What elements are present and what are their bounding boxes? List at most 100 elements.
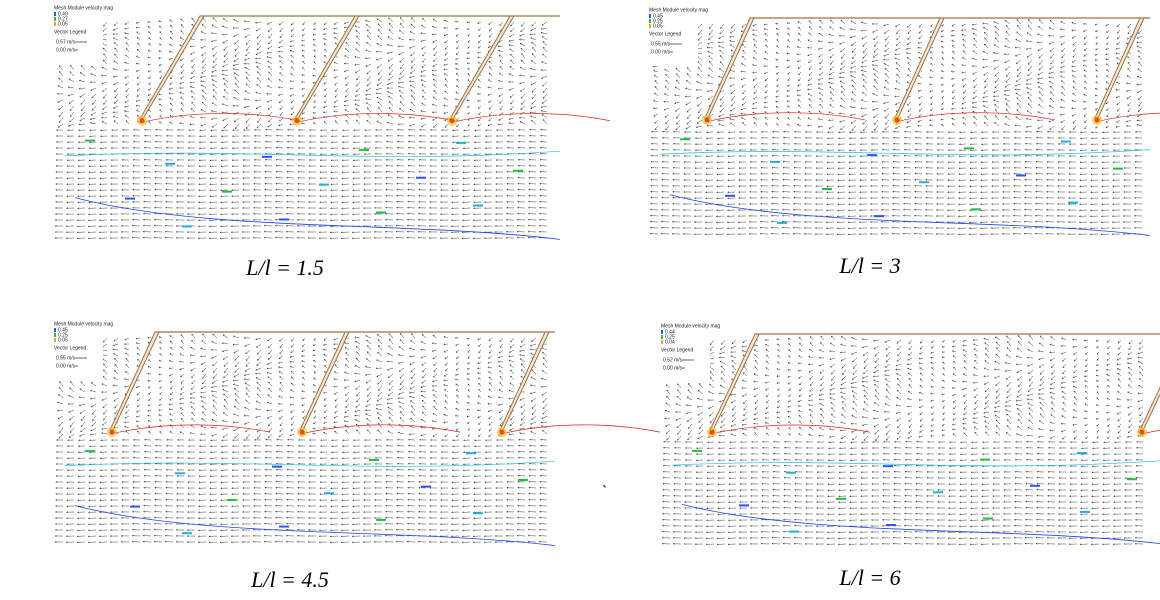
contour-label (770, 160, 780, 163)
vortex-spot (299, 429, 305, 435)
color-bar (661, 340, 663, 344)
legend-value: 0.45 (653, 13, 663, 19)
contour-label (786, 471, 796, 474)
contour-label (1113, 167, 1123, 170)
vector-min: 0.00 m/s (651, 49, 671, 55)
contour-label (883, 465, 893, 468)
vector-field (661, 335, 1144, 546)
contour-label (919, 181, 929, 184)
contour-label (130, 505, 140, 508)
contour-label (359, 148, 369, 151)
contour-label (692, 449, 702, 452)
contour-line (139, 113, 301, 124)
contour-label (125, 197, 135, 200)
caption: L/l = 6 (838, 565, 900, 590)
contour-label (822, 188, 832, 191)
contour-label (789, 530, 799, 533)
vector-field (54, 333, 548, 544)
contour-label (376, 211, 386, 214)
contour-line (894, 112, 1056, 123)
vector-legend-title: Vector Legend (649, 31, 681, 37)
contour-line (299, 424, 461, 435)
vortex-spot (709, 429, 715, 435)
contour-label (680, 138, 690, 141)
vector-legend-title: Vector Legend (54, 29, 86, 35)
vortex-spot (449, 118, 455, 124)
baffle-plate (299, 331, 350, 431)
contour-label (886, 524, 896, 527)
contour-line (681, 504, 1160, 545)
contour-line (659, 149, 1151, 156)
contour-label (165, 162, 175, 165)
contour-label (836, 497, 846, 500)
legend-value: 0.05 (58, 337, 68, 343)
contour-line (64, 150, 561, 157)
contour-label (456, 141, 466, 144)
vector-max: 0.55 m/s (56, 355, 76, 361)
contour-label (279, 525, 289, 528)
contour-label (1080, 510, 1090, 513)
contour-label (175, 472, 185, 475)
vortex-spot (1139, 429, 1145, 435)
color-bar (661, 335, 663, 339)
contour-label (376, 518, 386, 521)
caption: L/l = 3 (838, 253, 900, 278)
legend-value: 0.45 (58, 327, 68, 333)
vector-max: 0.55 m/s (651, 41, 671, 47)
contour-label (964, 147, 974, 150)
contour-line (294, 113, 456, 124)
color-bar (54, 333, 56, 337)
contour-label (473, 204, 483, 207)
color-bar (661, 330, 663, 334)
baffle-plate (449, 15, 515, 120)
contour-label (369, 458, 379, 461)
legend-value: 0.05 (653, 23, 663, 29)
caption: L/l = 1.5 (245, 255, 324, 280)
contour-label (262, 155, 272, 158)
contour-label (1016, 174, 1026, 177)
baffle-plate (1139, 386, 1160, 431)
baffle-plate (709, 333, 760, 431)
baffle-plate (139, 15, 205, 120)
legend-value: 0.25 (58, 332, 68, 338)
legend-value: 0.25 (653, 18, 663, 24)
contour-label (85, 450, 95, 453)
legend-box (660, 322, 710, 382)
baffle-plate (704, 17, 755, 119)
contour-label (421, 485, 431, 488)
contour-label (739, 504, 749, 507)
contour-label (1068, 201, 1078, 204)
color-bar (649, 24, 651, 28)
vector-legend-title: Vector Legend (54, 345, 86, 351)
contour-label (971, 208, 981, 211)
contour-label (513, 169, 523, 172)
legend-value: 0.49 (58, 11, 68, 17)
contour-line (671, 460, 1160, 467)
color-bar (54, 328, 56, 332)
contour-line (1094, 112, 1160, 123)
vector-legend-title: Vector Legend (661, 347, 693, 353)
legend-box (648, 6, 698, 66)
contour-label (518, 478, 528, 481)
contour-label (933, 491, 943, 494)
baffle-plate (109, 331, 160, 431)
legend-title: Mesh Module velocity mag (54, 321, 113, 327)
contour-label (182, 225, 192, 228)
contour-label (473, 512, 483, 515)
contour-line (109, 424, 271, 435)
contour-label (1030, 484, 1040, 487)
contour-line (449, 113, 611, 124)
contour-label (983, 517, 993, 520)
legend-title: Mesh Module velocity mag (661, 323, 720, 329)
legend-value: 0.05 (58, 21, 68, 27)
contour-label (867, 154, 877, 157)
color-bar (54, 12, 56, 16)
contour-line (74, 505, 556, 546)
contour-label (85, 139, 95, 142)
stray-mark: ` (602, 484, 607, 501)
color-bar (649, 14, 651, 18)
contour-label (1077, 452, 1087, 455)
vortex-spot (139, 118, 145, 124)
